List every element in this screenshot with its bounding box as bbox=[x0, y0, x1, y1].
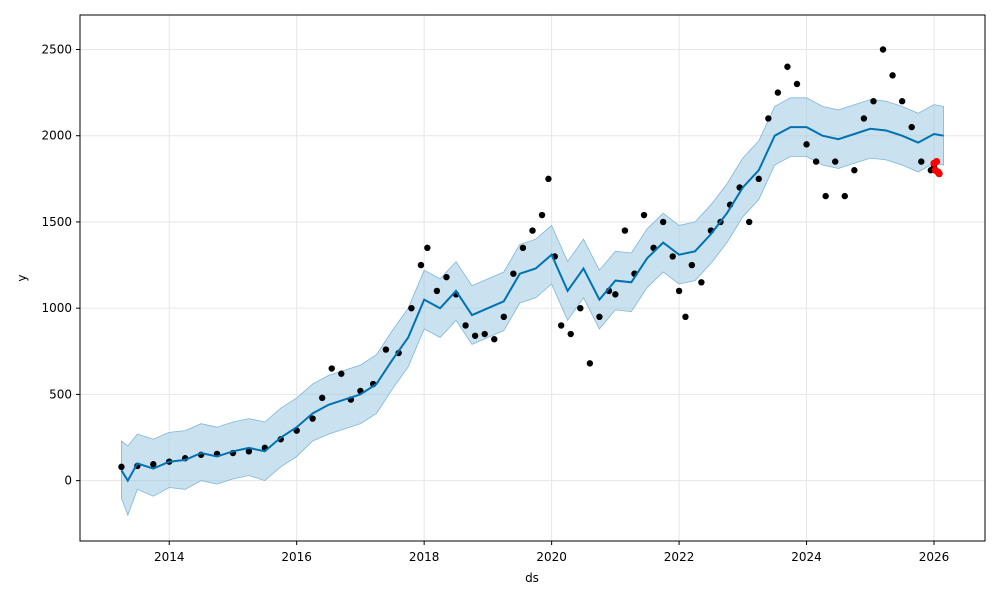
observed-point bbox=[462, 322, 469, 329]
observed-point bbox=[481, 330, 488, 338]
observed-point bbox=[688, 261, 696, 269]
observed-point bbox=[745, 218, 753, 226]
x-tick-label: 2026 bbox=[919, 550, 950, 564]
observed-point bbox=[898, 98, 906, 105]
observed-point bbox=[309, 415, 316, 422]
observed-point bbox=[433, 287, 441, 295]
observed-point bbox=[382, 346, 390, 353]
observed-point bbox=[424, 244, 431, 252]
x-tick-label: 2016 bbox=[281, 550, 312, 564]
observed-point bbox=[669, 253, 676, 260]
observed-point bbox=[500, 313, 508, 321]
observed-point bbox=[832, 158, 839, 165]
observed-point bbox=[803, 141, 810, 148]
observed-point bbox=[860, 115, 868, 122]
observed-point bbox=[889, 72, 896, 79]
observed-point bbox=[557, 322, 565, 329]
observed-point bbox=[822, 192, 829, 200]
y-tick-label: 500 bbox=[49, 387, 72, 401]
observed-point bbox=[443, 273, 450, 281]
observed-point bbox=[755, 175, 762, 183]
observed-point bbox=[408, 304, 415, 312]
observed-point bbox=[596, 313, 603, 321]
recent-actual-point bbox=[932, 157, 941, 166]
observed-point bbox=[529, 227, 536, 234]
uncertainty-interval bbox=[121, 97, 944, 517]
observed-point bbox=[879, 46, 887, 53]
y-tick-label: 0 bbox=[64, 474, 72, 488]
y-tick-label: 1500 bbox=[41, 215, 72, 229]
observed-point bbox=[870, 98, 877, 105]
observed-point bbox=[245, 448, 253, 455]
observed-point bbox=[793, 80, 801, 88]
observed-point bbox=[841, 192, 848, 200]
observed-point bbox=[659, 218, 667, 226]
observed-point bbox=[328, 365, 335, 372]
observed-point bbox=[675, 287, 683, 295]
y-tick-label: 2000 bbox=[41, 129, 72, 143]
observed-point bbox=[621, 227, 629, 234]
plot-area: 2014 2016 2018 2020 2022 2024 2026 0 500 1000 1500… bbox=[41, 14, 986, 564]
observed-point bbox=[918, 158, 925, 165]
observed-point bbox=[698, 279, 705, 286]
observed-point bbox=[318, 394, 326, 402]
observed-point bbox=[640, 211, 648, 219]
observed-point bbox=[471, 332, 479, 339]
observed-point bbox=[538, 211, 546, 219]
observed-point bbox=[612, 291, 619, 298]
observed-point bbox=[118, 463, 125, 471]
observed-point bbox=[586, 360, 594, 367]
observed-point bbox=[150, 461, 157, 468]
observed-point bbox=[774, 89, 782, 96]
observed-point bbox=[765, 115, 772, 122]
observed-point bbox=[851, 167, 858, 174]
forecast-line bbox=[120, 126, 944, 483]
x-tick-label: 2024 bbox=[791, 550, 822, 564]
x-tick-label: 2018 bbox=[409, 550, 440, 564]
x-tick-label: 2022 bbox=[664, 550, 695, 564]
y-tick-label: 2500 bbox=[41, 42, 72, 56]
observed-point bbox=[908, 123, 915, 131]
observed-point bbox=[545, 175, 552, 183]
observed-point bbox=[567, 330, 574, 338]
y-tick-label: 1000 bbox=[41, 301, 72, 315]
observed-point bbox=[519, 244, 527, 252]
x-tick-label: 2020 bbox=[536, 550, 567, 564]
observed-point bbox=[812, 158, 820, 165]
recent-actual-point bbox=[935, 170, 943, 178]
x-tick-label: 2014 bbox=[154, 550, 185, 564]
observed-point bbox=[491, 336, 498, 343]
observed-point bbox=[682, 313, 689, 321]
observed-point bbox=[510, 270, 517, 277]
x-axis-label: ds bbox=[525, 571, 539, 585]
observed-point bbox=[784, 63, 791, 70]
plot-frame bbox=[79, 14, 986, 542]
observed-point bbox=[417, 261, 425, 269]
observed-point bbox=[577, 304, 584, 312]
observed-point bbox=[338, 370, 345, 377]
y-axis-label: y bbox=[15, 274, 29, 281]
